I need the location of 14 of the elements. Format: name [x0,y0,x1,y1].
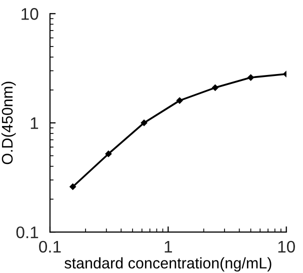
point [140,120,148,126]
point [212,84,218,91]
y-axis-title: O.D(450nm) [1,82,16,164]
y-tick-label: 1 [30,117,38,129]
point [176,97,183,104]
x-tick-label: 0.1 [39,240,61,253]
x-tick-label: 10 [278,240,295,253]
y-tick-label: 0.1 [16,226,38,238]
x-tick-label: 1 [164,240,172,252]
x-axis-title: standard concentration(ng/mL) [64,257,272,272]
point [70,184,76,190]
y-tick-label: 10 [22,8,38,20]
point [105,150,112,158]
point [248,74,254,81]
